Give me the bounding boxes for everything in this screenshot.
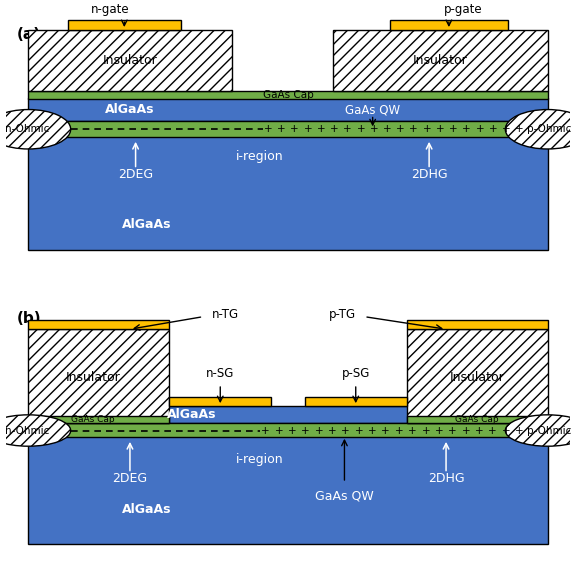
Text: +: + <box>330 124 339 134</box>
Text: Insulator: Insulator <box>450 371 505 385</box>
Bar <box>28 320 169 329</box>
Text: +: + <box>314 425 323 436</box>
Text: +: + <box>461 425 470 436</box>
Text: +: + <box>410 124 418 134</box>
Text: n-gate: n-gate <box>91 3 130 16</box>
Text: GaAs Cap: GaAs Cap <box>71 415 115 424</box>
Bar <box>305 397 407 406</box>
Text: +: + <box>383 124 392 134</box>
Bar <box>169 397 271 406</box>
Text: GaAs Cap: GaAs Cap <box>455 415 499 424</box>
Bar <box>407 329 548 423</box>
Text: AlGaAs: AlGaAs <box>167 408 217 421</box>
Text: GaAs QW: GaAs QW <box>345 103 400 116</box>
Bar <box>28 98 548 121</box>
Text: n-Ohmic: n-Ohmic <box>5 425 50 436</box>
Text: +: + <box>395 425 403 436</box>
Text: +: + <box>301 425 310 436</box>
Text: +: + <box>288 425 297 436</box>
Text: +: + <box>355 425 363 436</box>
Text: p-SG: p-SG <box>342 367 370 381</box>
Text: +: + <box>475 425 484 436</box>
Text: +: + <box>264 124 272 134</box>
Text: +: + <box>290 124 299 134</box>
Bar <box>28 415 548 544</box>
Text: (b): (b) <box>17 311 41 325</box>
Bar <box>153 406 423 423</box>
Text: Insulator: Insulator <box>66 371 120 385</box>
Text: 2DEG: 2DEG <box>112 471 147 485</box>
Text: +: + <box>342 425 350 436</box>
Text: Insulator: Insulator <box>103 53 157 66</box>
Bar <box>407 416 548 423</box>
Bar <box>68 20 181 30</box>
Text: i-region: i-region <box>236 151 283 164</box>
Text: +: + <box>317 124 325 134</box>
Text: +: + <box>370 124 378 134</box>
Text: n-Ohmic: n-Ohmic <box>5 124 50 134</box>
Ellipse shape <box>505 415 576 446</box>
Text: +: + <box>448 425 457 436</box>
Text: n-TG: n-TG <box>212 308 239 321</box>
Text: +: + <box>343 124 352 134</box>
Ellipse shape <box>0 415 71 446</box>
Text: +: + <box>381 425 390 436</box>
Text: +: + <box>408 425 417 436</box>
Bar <box>28 114 548 250</box>
Text: +: + <box>304 124 312 134</box>
Bar <box>407 320 548 329</box>
Bar <box>333 30 548 91</box>
Text: +: + <box>422 425 430 436</box>
Text: +: + <box>515 425 524 436</box>
Bar <box>28 329 169 423</box>
Bar <box>28 416 169 423</box>
Text: +: + <box>328 425 336 436</box>
Text: +: + <box>488 124 497 134</box>
Bar <box>28 121 548 137</box>
Bar <box>28 91 548 99</box>
Text: +: + <box>261 425 270 436</box>
Text: +: + <box>275 425 283 436</box>
Text: (a): (a) <box>17 27 41 42</box>
Text: AlGaAs: AlGaAs <box>105 103 155 116</box>
Text: +: + <box>277 124 286 134</box>
Text: +: + <box>463 124 471 134</box>
Text: +: + <box>435 425 444 436</box>
Text: +: + <box>475 124 484 134</box>
Text: +: + <box>396 124 405 134</box>
Text: +: + <box>368 425 377 436</box>
Text: +: + <box>449 124 458 134</box>
Text: +: + <box>423 124 431 134</box>
Text: Insulator: Insulator <box>413 53 468 66</box>
Text: 2DEG: 2DEG <box>118 168 153 181</box>
Text: +: + <box>502 124 510 134</box>
Text: +: + <box>502 425 510 436</box>
Bar <box>28 423 548 437</box>
Text: p-TG: p-TG <box>329 308 356 321</box>
Text: p-gate: p-gate <box>444 3 482 16</box>
Text: n-SG: n-SG <box>206 367 234 381</box>
Text: p-Ohmic: p-Ohmic <box>526 425 571 436</box>
Text: AlGaAs: AlGaAs <box>122 503 172 516</box>
Ellipse shape <box>0 110 71 149</box>
Text: +: + <box>515 124 524 134</box>
Text: GaAs QW: GaAs QW <box>315 489 374 502</box>
Text: p-Ohmic: p-Ohmic <box>526 124 571 134</box>
Text: AlGaAs: AlGaAs <box>122 219 172 232</box>
Bar <box>28 30 232 91</box>
Text: i-region: i-region <box>236 453 283 466</box>
Text: +: + <box>488 425 497 436</box>
Bar <box>389 20 508 30</box>
Ellipse shape <box>505 110 576 149</box>
Text: GaAs Cap: GaAs Cap <box>263 90 313 100</box>
Text: 2DHG: 2DHG <box>428 471 464 485</box>
Text: 2DHG: 2DHG <box>411 168 448 181</box>
Text: +: + <box>357 124 365 134</box>
Text: +: + <box>436 124 445 134</box>
